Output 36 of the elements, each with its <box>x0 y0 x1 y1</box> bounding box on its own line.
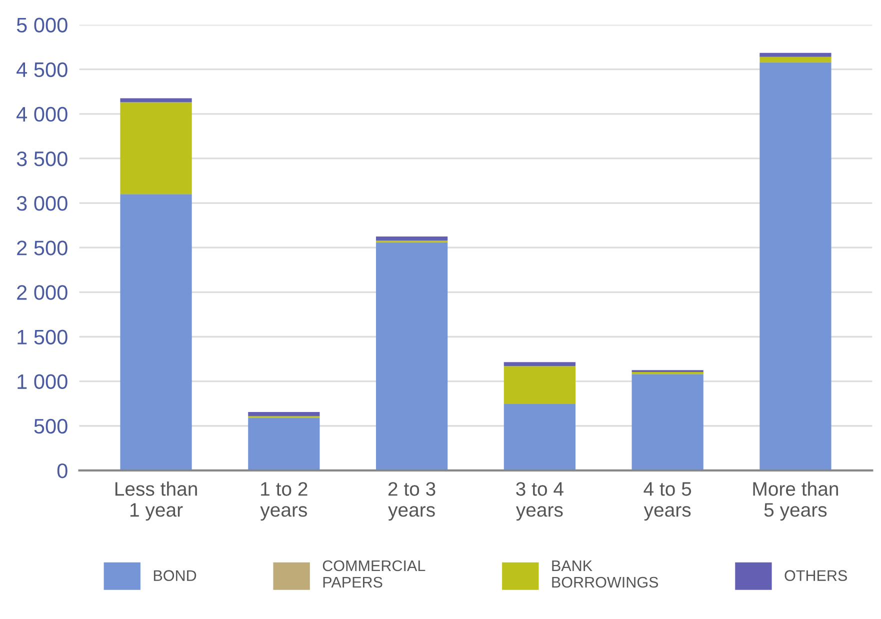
legend-label: COMMERCIAL PAPERS <box>322 560 426 588</box>
bar <box>248 412 320 416</box>
y-tick-label: 4 000 <box>16 106 68 122</box>
x-tick-label: 1 to 2 years <box>260 482 308 521</box>
bar <box>504 362 576 366</box>
x-tick-label: 2 to 3 years <box>388 482 436 521</box>
bar <box>504 366 576 404</box>
y-tick-label: 1 000 <box>18 374 68 390</box>
y-tick-label: 4 500 <box>16 62 68 78</box>
bar <box>504 404 576 470</box>
y-tick-label: 5 000 <box>16 18 68 33</box>
bar <box>120 98 192 102</box>
bar <box>760 62 832 470</box>
y-tick-label: 500 <box>34 418 68 434</box>
bar <box>248 418 320 470</box>
x-tick-label: Less than 1 year <box>115 482 197 521</box>
bar <box>376 236 448 240</box>
bar <box>632 372 704 374</box>
legend-label: BOND <box>154 570 196 581</box>
y-tick-label: 3 500 <box>16 151 68 166</box>
legend-label: OTHERS <box>784 570 847 581</box>
bar <box>120 102 192 194</box>
x-tick-label: More than 5 years <box>753 482 838 521</box>
bar <box>760 56 832 62</box>
x-tick-label: 3 to 4 years <box>516 482 564 521</box>
bar <box>632 374 704 470</box>
x-tick-label: 4 to 5 years <box>644 482 692 521</box>
y-tick-label: 3 000 <box>16 196 68 211</box>
y-tick-label: 0 <box>57 463 68 478</box>
y-tick-label: 2 500 <box>17 240 68 256</box>
legend-label: BANK BORROWINGS <box>552 560 658 588</box>
y-tick-label: 2 000 <box>17 285 68 300</box>
y-tick-label: 1 500 <box>18 330 68 344</box>
bar <box>760 52 832 57</box>
bar <box>376 242 448 470</box>
bar <box>120 194 192 470</box>
